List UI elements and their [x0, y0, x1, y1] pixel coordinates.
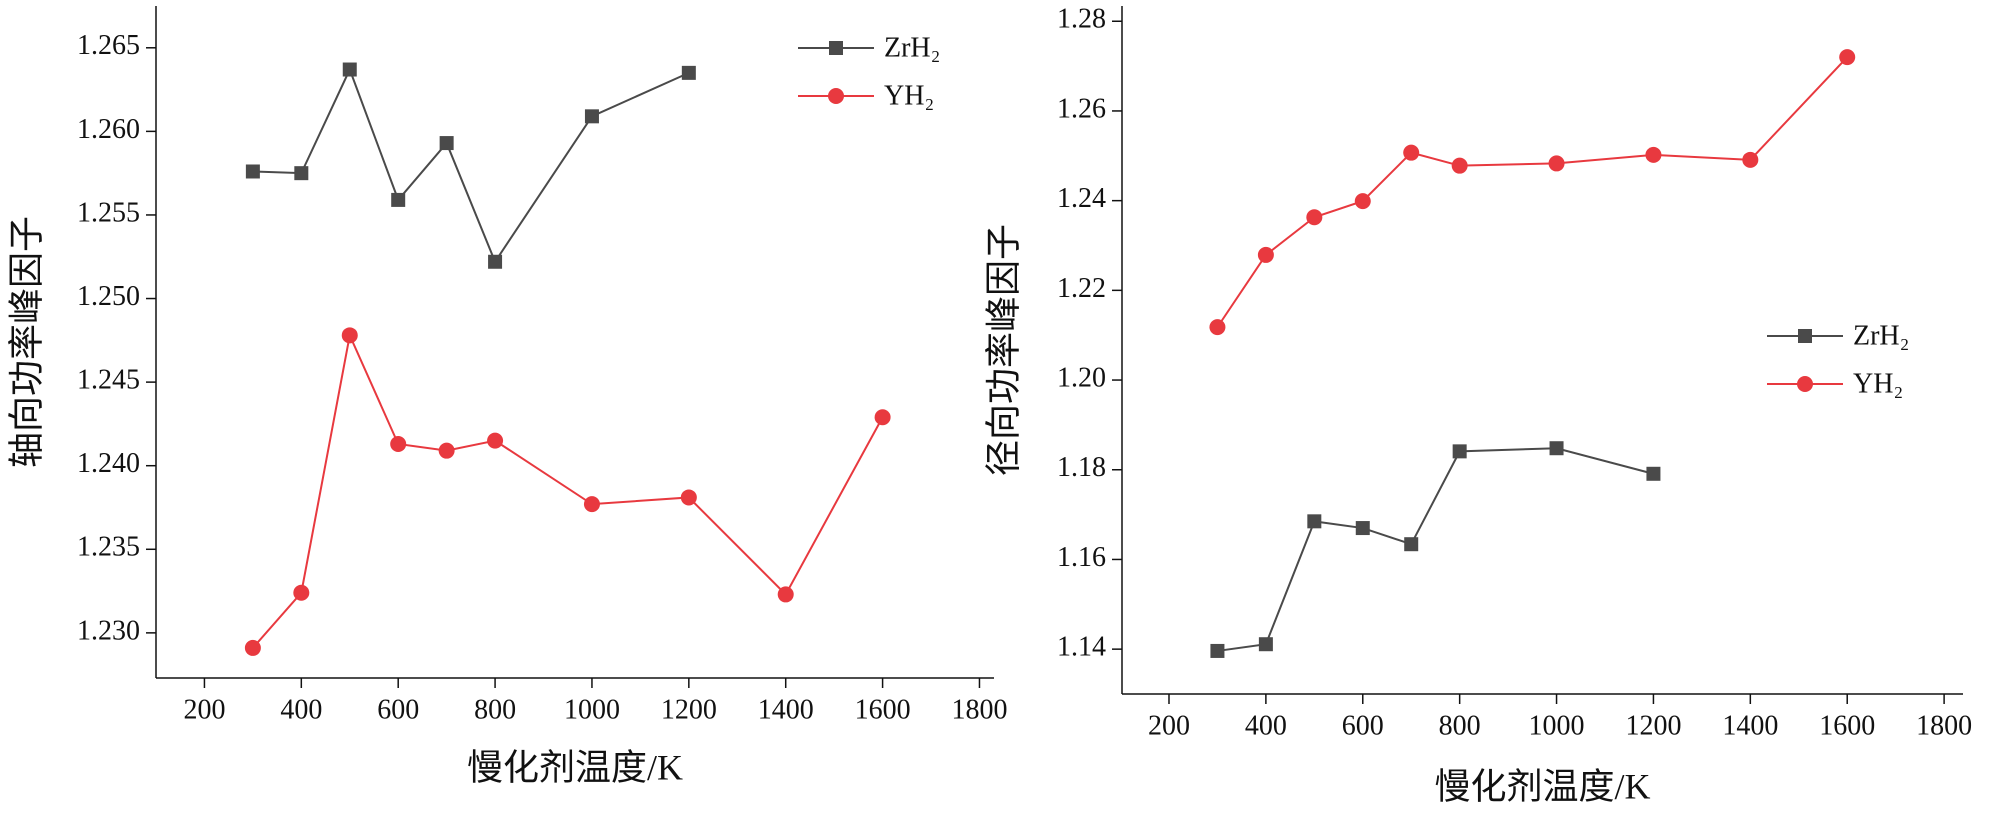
x-tick-label: 1600	[1819, 710, 1875, 741]
y-tick-label: 1.245	[77, 365, 140, 396]
marker	[1258, 637, 1273, 652]
x-tick-label: 600	[1342, 710, 1384, 741]
marker	[341, 327, 358, 344]
marker	[1548, 155, 1565, 172]
marker	[245, 164, 260, 179]
marker	[1210, 643, 1225, 658]
x-tick-label: 200	[183, 694, 225, 725]
x-tick-label: 1800	[951, 694, 1007, 725]
marker	[1797, 376, 1813, 392]
series-line	[1217, 447, 1654, 652]
marker	[583, 496, 600, 513]
x-axis-title: 慢化剂温度/K	[1434, 766, 1650, 806]
marker	[391, 192, 406, 207]
y-tick-label: 1.230	[77, 615, 140, 646]
y-tick-label: 1.260	[77, 114, 140, 145]
x-tick-label: 1400	[1722, 710, 1778, 741]
x-tick-label: 1800	[1916, 710, 1972, 741]
series-line	[252, 66, 690, 264]
marker	[342, 62, 357, 77]
marker	[1209, 319, 1226, 336]
marker	[1452, 444, 1467, 459]
marker	[244, 639, 261, 656]
x-tick-label: 1000	[1529, 710, 1585, 741]
legend-label: YH₂	[884, 80, 934, 111]
marker	[874, 409, 891, 426]
x-tick-label: 1200	[1625, 710, 1681, 741]
y-axis-title: 径向功率峰因子	[983, 224, 1023, 476]
marker	[487, 432, 504, 449]
marker	[1646, 466, 1661, 481]
x-tick-label: 1400	[758, 694, 814, 725]
y-tick-label: 1.20	[1057, 362, 1106, 393]
y-tick-label: 1.250	[77, 281, 140, 312]
y-tick-label: 1.235	[77, 532, 140, 563]
y-tick-label: 1.255	[77, 197, 140, 228]
x-tick-label: 400	[1245, 710, 1287, 741]
marker	[390, 435, 407, 452]
y-axis-title: 轴向功率峰因子	[6, 216, 46, 468]
x-tick-label: 200	[1148, 710, 1190, 741]
marker	[1403, 144, 1420, 161]
y-tick-label: 1.24	[1057, 183, 1106, 214]
y-tick-label: 1.28	[1057, 4, 1106, 35]
y-tick-label: 1.14	[1057, 632, 1106, 663]
marker	[1306, 209, 1323, 226]
x-tick-label: 1200	[661, 694, 717, 725]
marker	[1404, 537, 1419, 552]
marker	[1742, 151, 1759, 168]
series-line	[1216, 56, 1848, 328]
marker	[1257, 246, 1274, 263]
marker	[1355, 521, 1370, 536]
y-tick-label: 1.265	[77, 30, 140, 61]
marker	[680, 489, 697, 506]
marker	[1354, 193, 1371, 210]
marker	[829, 41, 843, 55]
marker	[1839, 49, 1856, 66]
series-line	[252, 331, 884, 649]
marker	[1451, 157, 1468, 174]
marker	[681, 65, 696, 80]
marker	[1307, 514, 1322, 529]
marker	[1549, 441, 1564, 456]
x-tick-label: 1600	[855, 694, 911, 725]
marker	[1645, 146, 1662, 163]
marker	[777, 586, 794, 603]
x-tick-label: 400	[280, 694, 322, 725]
y-tick-label: 1.22	[1057, 273, 1106, 304]
x-tick-label: 800	[1439, 710, 1481, 741]
legend-label: ZrH₂	[884, 32, 940, 63]
y-tick-label: 1.18	[1057, 452, 1106, 483]
marker	[293, 584, 310, 601]
marker	[438, 442, 455, 459]
marker	[584, 109, 599, 124]
chart: 200 400 600 800 1000 1200 1400 1600 1800 1.14 1.16…	[983, 4, 1972, 807]
x-tick-label: 800	[474, 694, 516, 725]
legend-label: ZrH₂	[1853, 320, 1909, 351]
legend-label: YH₂	[1853, 368, 1903, 399]
y-tick-label: 1.26	[1057, 93, 1106, 124]
chart: 200 400 600 800 1000 1200 1400 1600 1800 1.230 1.2…	[6, 6, 1007, 787]
marker	[1798, 329, 1812, 343]
marker	[828, 88, 844, 104]
x-tick-label: 1000	[564, 694, 620, 725]
y-tick-label: 1.16	[1057, 542, 1106, 573]
marker	[294, 166, 309, 181]
x-tick-label: 600	[377, 694, 419, 725]
marker	[439, 136, 454, 151]
y-tick-label: 1.240	[77, 448, 140, 479]
marker	[488, 254, 503, 269]
x-axis-title: 慢化剂温度/K	[467, 747, 683, 787]
